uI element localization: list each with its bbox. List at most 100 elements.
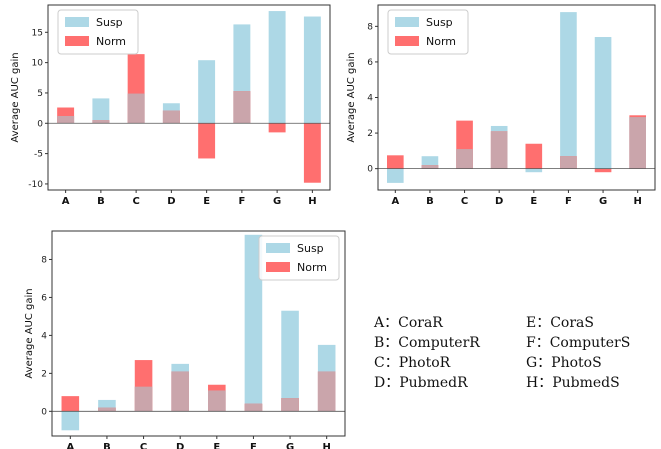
chart-2-legend-swatch-norm xyxy=(395,36,419,46)
chart-2-legend-swatch-susp xyxy=(395,17,419,27)
chart-2-legend-label-susp: Susp xyxy=(426,16,453,29)
chart-2-svg: A B C D E F G H 0 2 4 6 8 Average AUC gain Susp Norm xyxy=(346,4,656,207)
chart-1-legend-label-norm: Norm xyxy=(96,35,126,48)
key-item-b: B：ComputerR xyxy=(374,335,480,351)
chart-3-bar-overlap-f xyxy=(244,403,263,412)
chart-1-bar-overlap-a xyxy=(57,116,75,124)
chart-2-ytick-label: 0 xyxy=(367,165,373,175)
dataset-key: A：CoraR B：ComputerR C：PhotoR D：PubmedR E… xyxy=(374,314,654,394)
chart-3-bar-susp-b xyxy=(98,399,116,412)
chart-1-xtick-g: G xyxy=(273,196,281,207)
chart-1-bar-overlap-d xyxy=(162,110,180,124)
chart-2-bar-overlap-c xyxy=(456,149,473,169)
chart-3-legend-swatch-susp xyxy=(266,243,290,253)
chart-3-xtick-f: F xyxy=(250,442,257,449)
chart-1-bar-norm-g xyxy=(268,123,286,133)
chart-3-legend-swatch-norm xyxy=(266,262,290,272)
key-item-d: D：PubmedR xyxy=(374,375,468,391)
chart-1-bar-overlap-f xyxy=(233,91,251,124)
chart-3-legend-label-susp: Susp xyxy=(297,242,324,255)
chart-2-bar-overlap-f xyxy=(560,156,577,169)
chart-2-xtick-f: F xyxy=(565,196,572,207)
chart-1-legend-label-susp: Susp xyxy=(96,16,123,29)
chart-3-bar-overlap-d xyxy=(171,371,189,412)
chart-3-xtick-d: D xyxy=(176,442,184,449)
chart-3: A B C D E F G H 0 2 4 6 8 Average AUC gain Susp Norm xyxy=(0,226,350,449)
chart-3-ylabel: Average AUC gain xyxy=(24,288,35,378)
chart-1-bar-susp-b xyxy=(92,98,110,124)
key-item-c: C：PhotoR xyxy=(374,355,451,371)
chart-3-ytick-label: 6 xyxy=(41,293,47,303)
key-item-g: G：PhotoS xyxy=(526,355,602,371)
chart-3-ytick-label: 2 xyxy=(41,369,47,379)
chart-3-xtick-c: C xyxy=(140,442,147,449)
key-item-h: H：PubmedS xyxy=(526,375,620,391)
chart-2-xtick-g: G xyxy=(599,196,607,207)
chart-1-ytick-label: 10 xyxy=(32,59,44,69)
chart-1-bar-susp-h xyxy=(303,16,321,124)
chart-1-bar-overlap-b xyxy=(92,120,110,124)
chart-2-ytick-label: 4 xyxy=(367,94,373,104)
chart-3-ytick-label: 8 xyxy=(41,255,47,265)
chart-1-bar-susp-g xyxy=(268,11,286,124)
chart-2-bar-overlap-d xyxy=(490,131,508,169)
chart-1-xtick-d: D xyxy=(167,196,175,207)
chart-2-bar-norm-a xyxy=(387,155,404,169)
chart-2-ytick-label: 8 xyxy=(367,22,373,32)
chart-1-bar-overlap-c xyxy=(127,93,145,124)
chart-1-ytick-label: 0 xyxy=(37,119,43,129)
chart-3-ytick-label: 4 xyxy=(41,331,47,341)
chart-1-bar-norm-h xyxy=(303,123,321,183)
chart-3-bar-overlap-b xyxy=(98,407,116,412)
chart-1-ytick-label: 15 xyxy=(32,28,43,38)
chart-2-ytick-label: 2 xyxy=(367,129,373,139)
chart-3-ytick-label: 0 xyxy=(41,407,47,417)
chart-1-legend-swatch-susp xyxy=(65,17,89,27)
chart-3-bar-overlap-c xyxy=(134,386,153,412)
chart-1-bar-susp-e xyxy=(198,60,216,124)
chart-2-ylabel: Average AUC gain xyxy=(346,52,357,142)
chart-2-xtick-b: B xyxy=(426,196,434,207)
chart-3-bar-overlap-g xyxy=(281,398,299,412)
key-item-a: A：CoraR xyxy=(374,315,443,331)
chart-2-frame xyxy=(377,4,656,191)
chart-1-xtick-a: A xyxy=(62,196,70,207)
key-item-f: F：ComputerS xyxy=(526,335,631,351)
chart-3-xtick-a: A xyxy=(66,442,74,449)
chart-3-xtick-g: G xyxy=(286,442,294,449)
chart-3-bar-susp-a xyxy=(61,411,80,431)
chart-1: A B C D E F G H -10 -5 0 5 10 15 Average AUC gain Susp N… xyxy=(0,0,336,212)
chart-3-svg: A B C D E F G H 0 2 4 6 8 Average AUC gain Susp Norm xyxy=(24,230,346,449)
chart-1-ylabel: Average AUC gain xyxy=(10,52,21,142)
chart-1-ytick-label: -10 xyxy=(28,180,43,190)
chart-2-bar-susp-g xyxy=(594,37,612,169)
chart-2-xtick-h: H xyxy=(634,196,642,207)
chart-2-ytick-label: 6 xyxy=(367,58,373,68)
chart-3-bar-norm-a xyxy=(61,396,80,412)
chart-1-bar-norm-e xyxy=(198,123,216,159)
chart-3-bar-susp-f xyxy=(244,234,263,412)
chart-2-xtick-d: D xyxy=(495,196,503,207)
chart-2-bar-norm-g xyxy=(594,168,612,173)
chart-2-xtick-a: A xyxy=(391,196,399,207)
chart-3-bar-overlap-e xyxy=(208,390,226,412)
chart-2-bar-overlap-h xyxy=(629,117,646,169)
chart-3-xtick-b: B xyxy=(103,442,111,449)
chart-3-bar-overlap-h xyxy=(317,371,336,412)
chart-1-ytick-label: -5 xyxy=(34,150,43,160)
chart-1-xtick-e: E xyxy=(203,196,210,207)
chart-3-bar-susp-g xyxy=(281,310,299,412)
chart-2: A B C D E F G H 0 2 4 6 8 Average AUC gain Susp Norm xyxy=(338,0,661,212)
chart-1-xtick-c: C xyxy=(132,196,139,207)
chart-1-legend-swatch-norm xyxy=(65,36,89,46)
chart-2-xtick-c: C xyxy=(461,196,468,207)
chart-1-frame xyxy=(47,4,331,191)
chart-2-bar-overlap-b xyxy=(421,165,439,169)
chart-2-bar-susp-f xyxy=(560,12,577,169)
chart-2-xtick-e: E xyxy=(530,196,537,207)
chart-3-xtick-e: E xyxy=(213,442,220,449)
chart-1-ytick-label: 5 xyxy=(37,89,43,99)
chart-1-xtick-f: F xyxy=(238,196,245,207)
chart-2-bar-norm-e xyxy=(525,143,543,169)
chart-1-xtick-h: H xyxy=(308,196,316,207)
